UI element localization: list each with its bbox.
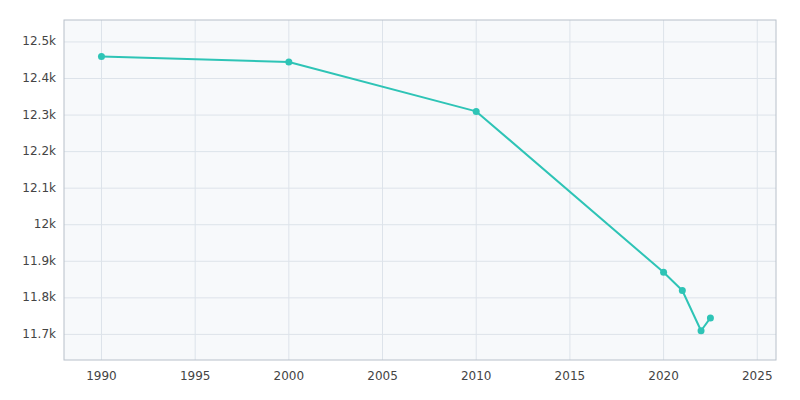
x-tick-label: 2020 <box>648 369 679 383</box>
chart-container: 11.7k 11.8k 11.9k 12k 12.1k 12.2k 12.3k 12.4k 12… <box>0 0 800 400</box>
y-grid-line <box>64 151 776 152</box>
y-tick-label: 11.8k <box>22 290 56 304</box>
y-tick-label: 12.5k <box>22 34 56 48</box>
plot-frame <box>64 20 776 360</box>
x-tick-label: 1995 <box>180 369 211 383</box>
y-tick-label: 11.9k <box>22 254 56 268</box>
y-grid-line <box>64 41 776 42</box>
line <box>101 57 710 331</box>
y-tick-label: 12.2k <box>22 144 56 158</box>
axes: 11.7k 11.8k 11.9k 12k 12.1k 12.2k 12.3k 12.4k 12… <box>22 34 772 383</box>
plot-area <box>64 20 776 360</box>
point <box>98 53 105 60</box>
x-tick-label: 2025 <box>742 369 773 383</box>
y-tick-label: 12.3k <box>22 108 56 122</box>
point <box>285 59 292 66</box>
x-tick-label: 1990 <box>86 369 117 383</box>
x-tick-label: 2015 <box>555 369 586 383</box>
y-grid-line <box>64 297 776 298</box>
point <box>679 287 686 294</box>
y-grid-line <box>64 261 776 262</box>
y-tick-label: 11.7k <box>22 327 56 341</box>
chart: 11.7k 11.8k 11.9k 12k 12.1k 12.2k 12.3k 12.4k 12… <box>0 0 800 400</box>
grid <box>64 20 776 360</box>
x-grid-line <box>195 20 196 360</box>
y-tick-label: 12.4k <box>22 71 56 85</box>
x-grid-line <box>757 20 758 360</box>
y-grid-line <box>64 115 776 116</box>
x-grid-line <box>382 20 383 360</box>
y-tick-label: 12k <box>34 217 56 231</box>
x-grid-line <box>569 20 570 360</box>
x-tick-label: 2005 <box>367 369 398 383</box>
y-grid-line <box>64 224 776 225</box>
point <box>698 327 705 334</box>
point <box>707 314 714 321</box>
y-tick-label: 12.1k <box>22 181 56 195</box>
x-tick-label: 2010 <box>461 369 492 383</box>
series <box>98 53 714 334</box>
x-grid-line <box>663 20 664 360</box>
x-grid-line <box>101 20 102 360</box>
point <box>473 108 480 115</box>
x-grid-line <box>288 20 289 360</box>
y-grid-line <box>64 188 776 189</box>
x-grid-line <box>476 20 477 360</box>
x-tick-label: 2000 <box>274 369 305 383</box>
point <box>660 269 667 276</box>
y-grid-line <box>64 334 776 335</box>
y-grid-line <box>64 78 776 79</box>
